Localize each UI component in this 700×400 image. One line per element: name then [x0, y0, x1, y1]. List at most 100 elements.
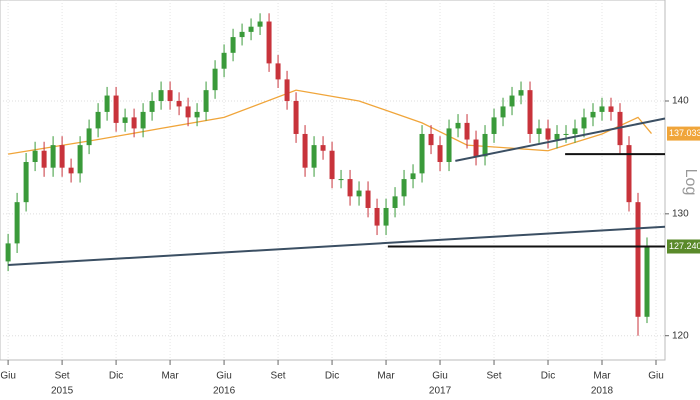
- candle-body: [572, 128, 578, 134]
- candle-body: [500, 106, 506, 118]
- candle-body: [23, 162, 29, 203]
- candle-body: [131, 117, 137, 129]
- x-tick-label: Giu: [648, 371, 664, 382]
- candle-body: [176, 100, 182, 107]
- candle-body: [140, 111, 146, 129]
- candle-body: [284, 79, 290, 101]
- candle-body: [374, 207, 380, 226]
- y-tick-label: 130: [672, 208, 689, 219]
- candle-body: [320, 145, 326, 151]
- candle-body: [5, 243, 11, 262]
- price-tag-label: 137.0334: [669, 128, 700, 138]
- y-tick-label: 120: [672, 330, 689, 341]
- candle-body: [410, 173, 416, 180]
- candle-body: [437, 145, 443, 163]
- trendline: [8, 225, 666, 267]
- year-label: 2015: [51, 386, 74, 397]
- candle-body: [536, 128, 542, 134]
- candle-body: [392, 196, 398, 208]
- y-tick-label: 140: [672, 96, 689, 107]
- x-tick-label: Set: [271, 371, 286, 382]
- candle-body: [122, 117, 128, 123]
- x-tick-label: Dic: [325, 371, 339, 382]
- x-tick-label: Set: [55, 371, 70, 382]
- year-label: 2017: [429, 386, 452, 397]
- candle-body: [167, 90, 173, 101]
- x-tick-label: Mar: [593, 371, 611, 382]
- candle-body: [608, 106, 614, 112]
- candle-body: [545, 128, 551, 140]
- candle-body: [14, 202, 20, 244]
- candle-body: [194, 111, 200, 118]
- candle-body: [212, 68, 218, 91]
- scale-label: Log: [682, 169, 699, 196]
- candle-body: [257, 21, 263, 27]
- candle-body: [149, 100, 155, 112]
- candle-body: [581, 117, 587, 129]
- candle-body: [401, 179, 407, 197]
- year-label: 2016: [213, 386, 236, 397]
- candle-body: [599, 106, 605, 112]
- candle-body: [365, 190, 371, 208]
- candle-body: [203, 90, 209, 112]
- candle-body: [230, 37, 236, 53]
- candle-body: [248, 26, 254, 32]
- candle-body: [356, 190, 362, 197]
- candle-body: [59, 145, 65, 168]
- candle-body: [626, 145, 632, 203]
- x-tick-label: Set: [487, 371, 502, 382]
- candle-body: [302, 133, 308, 168]
- candle-body: [311, 145, 317, 168]
- candle-body: [509, 95, 515, 107]
- candle-body: [158, 90, 164, 101]
- candle-body: [482, 133, 488, 157]
- candle-body: [86, 128, 92, 146]
- candle-body: [95, 111, 101, 129]
- candle-body: [455, 122, 461, 129]
- x-tick-label: Mar: [377, 371, 395, 382]
- candle-body: [113, 95, 119, 123]
- candle-body: [527, 90, 533, 134]
- candle-body: [383, 207, 389, 226]
- moving-average: [7, 89, 653, 155]
- candle-body: [446, 128, 452, 163]
- candle-body: [50, 145, 56, 168]
- candle-body: [221, 52, 227, 69]
- candle-body: [275, 63, 281, 80]
- candle-body: [239, 31, 245, 38]
- candle-body: [41, 150, 47, 168]
- candle-body: [590, 111, 596, 118]
- trendline: [455, 117, 666, 162]
- x-tick-label: Dic: [109, 371, 123, 382]
- x-tick-label: Giu: [432, 371, 448, 382]
- candle-body: [293, 100, 299, 134]
- candle-body: [104, 95, 110, 112]
- price-tag: [667, 239, 700, 254]
- candle-body: [473, 139, 479, 157]
- x-tick-label: Dic: [541, 371, 555, 382]
- candle-body: [419, 133, 425, 174]
- candle-body: [635, 202, 641, 317]
- price-tag: [667, 126, 700, 141]
- candle-body: [464, 122, 470, 140]
- x-tick-label: Giu: [0, 371, 16, 382]
- year-label: 2018: [591, 386, 614, 397]
- candle-body: [518, 90, 524, 96]
- candle-body: [266, 21, 272, 64]
- candle-body: [554, 133, 560, 140]
- x-tick-label: Giu: [216, 371, 232, 382]
- candle-body: [338, 179, 344, 181]
- candle-body: [77, 145, 83, 174]
- candle-body: [32, 150, 38, 163]
- x-tick-label: Mar: [161, 371, 179, 382]
- candle-body: [329, 150, 335, 180]
- candle-body: [428, 133, 434, 146]
- candle-body: [644, 246, 650, 317]
- candle-body: [68, 167, 74, 174]
- candle-body: [563, 133, 569, 135]
- price-tag-label: 127.2400: [669, 241, 700, 251]
- candle-body: [185, 106, 191, 118]
- candle-body: [491, 117, 497, 134]
- candle-body: [347, 179, 353, 197]
